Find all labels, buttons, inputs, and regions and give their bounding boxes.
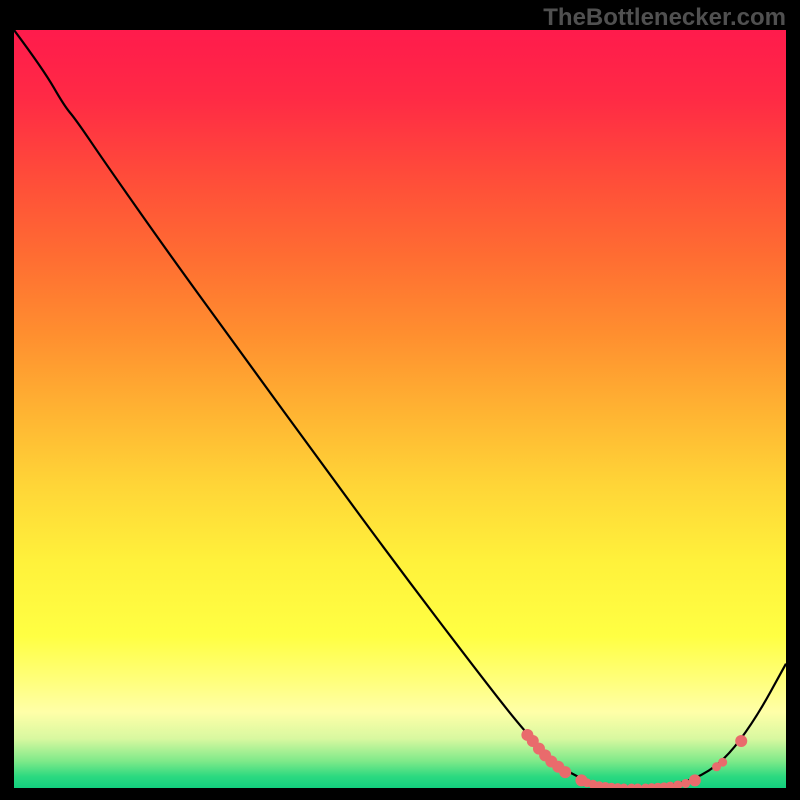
chart-svg [14, 30, 786, 788]
scatter-point [559, 766, 571, 778]
scatter-point [689, 774, 701, 786]
scatter-point [681, 779, 690, 788]
scatter-point [735, 735, 747, 747]
bottleneck-chart [14, 30, 786, 788]
scatter-point [718, 758, 727, 767]
chart-background [14, 30, 786, 788]
watermark-text: TheBottlenecker.com [543, 4, 786, 32]
